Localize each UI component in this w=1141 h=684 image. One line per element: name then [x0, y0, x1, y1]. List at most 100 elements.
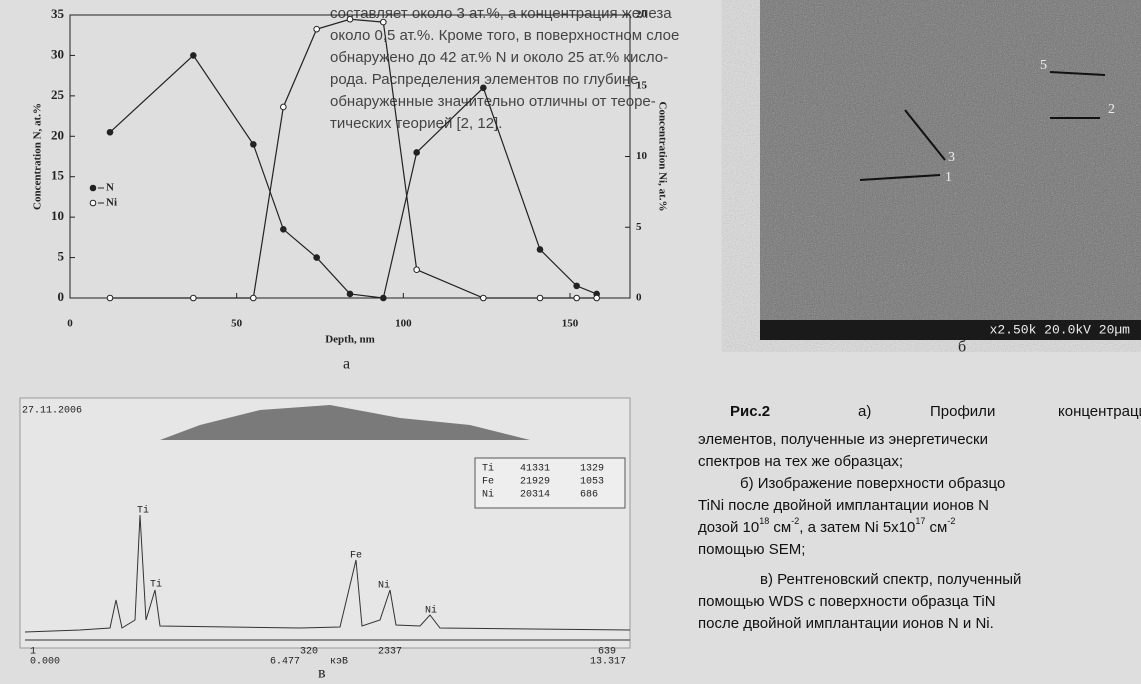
- data-point: [250, 141, 257, 148]
- y2-tick-label: 15: [636, 79, 648, 91]
- table-cell: 1329: [580, 464, 604, 475]
- caption-part: -2: [791, 516, 799, 526]
- caption-line: концентраци: [1058, 403, 1141, 420]
- sem-marker: 2: [1108, 102, 1115, 117]
- data-point: [250, 294, 257, 302]
- data-point: [573, 294, 580, 302]
- panel-label: а: [343, 356, 350, 373]
- caption-line: TiNi после двойной имплантации ионов N: [698, 497, 989, 514]
- caption-part: 17: [915, 516, 925, 526]
- table-cell: Fe: [482, 477, 494, 488]
- data-point: [313, 254, 320, 261]
- body-text: составляет около 3 ат.%, а концентрация …: [330, 5, 679, 132]
- body-line: рода. Распределения элементов по глубине: [330, 71, 639, 88]
- table-cell: 20314: [520, 490, 550, 501]
- caption-part: , а затем Ni 5x10: [799, 519, 915, 536]
- table-cell: 686: [580, 490, 598, 501]
- data-point: [313, 25, 320, 33]
- sem-info: x2.50k 20.0kV 20µm: [990, 322, 1131, 337]
- body-line: обнаружено до 42 ат.% N и около 25 ат.% …: [330, 49, 668, 66]
- sem-marker: 1: [945, 170, 952, 185]
- x-tick-label: 0: [67, 318, 73, 330]
- caption-part: см: [925, 519, 947, 536]
- concentration-chart: 0 5 10 15 20 25 30 35 0 5 10 15 20 0 50 100 150 Depth, nm…: [32, 6, 669, 346]
- data-point: [106, 128, 114, 136]
- peak-label: Ni: [378, 580, 390, 592]
- table-cell: Ti: [482, 463, 494, 475]
- sem-infobar: [760, 320, 1141, 340]
- spectrum-date: 27.11.2006: [22, 406, 82, 417]
- legend-label: N: [106, 182, 114, 194]
- caption-line: в) Рентгеновский спектр, полученный: [760, 571, 1021, 588]
- caption-line: помощью SEM;: [698, 541, 805, 558]
- spectrum-table: [474, 457, 626, 509]
- peak-label: Ti: [137, 505, 149, 517]
- x-tick-label: 50: [231, 318, 243, 330]
- caption-line: спектров на тех же образцах;: [698, 453, 903, 470]
- spectrum-trace: [24, 514, 631, 633]
- spectrum-axis-label: кэВ: [330, 657, 348, 668]
- caption-line: а): [858, 403, 871, 420]
- caption-line: помощью WDS с поверхности образца TiN: [698, 593, 996, 610]
- peak-label: Ti: [150, 579, 162, 591]
- y-tick-label: 15: [51, 168, 65, 183]
- caption: Рис.2 а) Профили концентраци элементов, полу…: [698, 403, 1141, 632]
- caption-part: -2: [947, 516, 955, 526]
- spectrum-table-body: Ti 41331 1329 Fe 21929 1053 Ni 20314 686: [482, 463, 604, 501]
- data-point: [380, 294, 387, 302]
- data-point: [380, 18, 387, 26]
- data-point: [536, 294, 544, 302]
- body-line: тических теорией [2, 12].: [330, 115, 502, 132]
- caption-line: б) Изображение поверхности образцо: [740, 475, 1005, 492]
- data-point: [106, 294, 114, 302]
- y-tick-label: 30: [51, 46, 64, 61]
- data-point: [413, 266, 420, 274]
- caption-line: элементов, полученные из энергетически: [698, 431, 988, 448]
- y-tick-label: 35: [51, 6, 65, 21]
- y2-tick-label: 20: [636, 9, 648, 21]
- y-tick-label: 5: [58, 249, 65, 264]
- data-point: [536, 246, 544, 253]
- series-line: [109, 54, 597, 299]
- data-point: [593, 294, 600, 302]
- data-point: [480, 84, 487, 92]
- spectrum-axis-label: 6.477: [270, 657, 300, 668]
- body-line: обнаруженные значительно отличны от теор…: [330, 93, 656, 110]
- body-line: около 0,5 ат.%. Кроме того, в поверхност…: [330, 27, 679, 44]
- spectrum-axis-label: 0.000: [30, 657, 60, 668]
- spectrum-axis-label: 639: [598, 647, 616, 658]
- y2-tick-label: 5: [636, 221, 642, 233]
- y2-tick-label: 0: [636, 292, 642, 304]
- caption-part: см: [769, 519, 791, 536]
- y-axis-label: Concentration N, at.%: [32, 103, 44, 210]
- sem-marker: 3: [948, 150, 955, 165]
- table-cell: Ni: [482, 489, 494, 501]
- data-point: [190, 294, 197, 302]
- series-line: [110, 18, 597, 299]
- panel-label: в: [318, 665, 326, 682]
- sem-texture: [760, 0, 1141, 320]
- caption-part: 18: [759, 516, 769, 526]
- table-cell: 21929: [520, 477, 550, 488]
- y-tick-label: 0: [58, 289, 65, 304]
- sem-arrows: [859, 71, 1106, 181]
- legend-marker: [89, 184, 97, 192]
- spectrum-axis-label: 320: [300, 647, 318, 658]
- spectrum-band: [160, 405, 530, 440]
- caption-line: Рис.2: [730, 403, 770, 420]
- body-line: составляет около 3 ат.%, а концентрация …: [330, 5, 672, 22]
- panel-label: б: [958, 339, 966, 356]
- y2-tick-label: 10: [636, 150, 648, 162]
- caption-line: после двойной имплантации ионов N и Ni.: [698, 615, 994, 632]
- caption-part: дозой 10: [698, 519, 759, 536]
- data-point: [346, 15, 354, 23]
- data-point: [190, 52, 197, 59]
- y-tick-label: 25: [51, 87, 65, 102]
- table-cell: 41331: [520, 464, 550, 475]
- peak-label: Ni: [425, 605, 437, 617]
- data-point: [346, 290, 354, 298]
- x-tick-label: 150: [562, 318, 579, 330]
- spectrum-axis-label: 1: [30, 647, 36, 658]
